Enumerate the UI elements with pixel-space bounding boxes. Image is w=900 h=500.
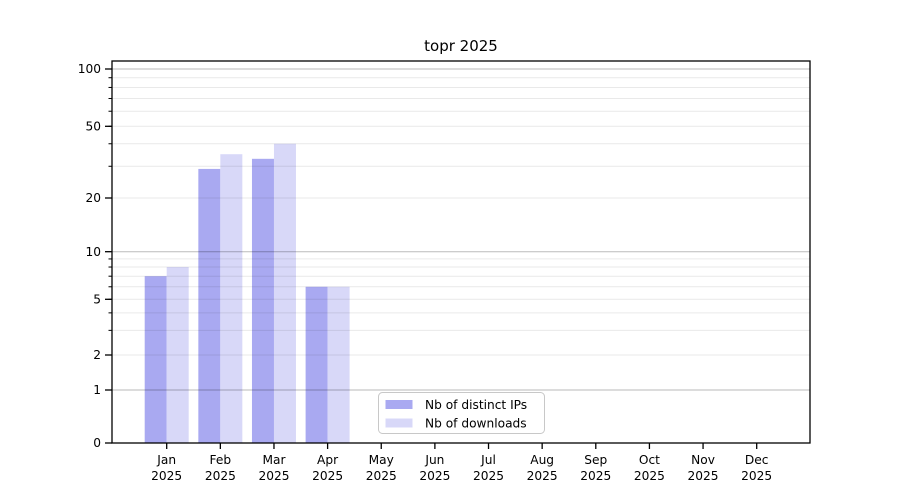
bar-jan-distinct-ips <box>144 276 167 443</box>
y-tick-label-10: 10 <box>85 245 101 259</box>
x-tick-label-year-feb: 2025 <box>205 469 236 483</box>
x-tick-label-year-aug: 2025 <box>527 469 558 483</box>
legend: Nb of distinct IPs Nb of downloads <box>378 392 545 434</box>
x-tick-label-month-apr: Apr <box>317 453 339 467</box>
x-tick-label-month-jul: Jul <box>480 453 496 467</box>
legend-box <box>378 392 545 434</box>
x-tick-label-month-may: May <box>369 453 394 467</box>
x-tick-label-month-jan: Jan <box>156 453 176 467</box>
chart-title: topr 2025 <box>424 37 498 55</box>
axes-group <box>105 60 811 449</box>
x-tick-label-month-aug: Aug <box>530 453 554 467</box>
bar-feb-downloads <box>220 154 243 444</box>
legend-swatch-distinct-ips <box>385 400 413 409</box>
x-tick-label-month-nov: Nov <box>691 453 715 467</box>
gridlines-group <box>112 68 810 391</box>
legend-swatch-downloads <box>385 418 413 428</box>
bar-mar-downloads <box>273 143 296 443</box>
x-tick-label-year-mar: 2025 <box>258 469 289 483</box>
x-tick-label-year-sep: 2025 <box>580 469 611 483</box>
x-tick-label-month-feb: Feb <box>210 453 232 467</box>
x-tick-label-year-dec: 2025 <box>741 469 772 483</box>
y-tick-label-5: 5 <box>93 293 101 307</box>
bar-feb-distinct-ips <box>198 168 221 443</box>
y-tick-label-2: 2 <box>93 348 101 362</box>
x-tick-label-year-jun: 2025 <box>419 469 450 483</box>
y-tick-label-100: 100 <box>78 62 101 76</box>
legend-label-distinct-ips: Nb of distinct IPs <box>425 398 527 412</box>
x-tick-label-year-apr: 2025 <box>312 469 343 483</box>
y-tick-label-20: 20 <box>85 191 101 205</box>
x-tick-label-year-nov: 2025 <box>688 469 719 483</box>
bars-group <box>144 143 350 444</box>
bar-jan-downloads <box>166 267 189 443</box>
y-tick-label-0: 0 <box>93 436 101 450</box>
x-tick-label-month-jun: Jun <box>424 453 444 467</box>
x-tick-label-year-jan: 2025 <box>151 469 182 483</box>
x-tick-label-year-jul: 2025 <box>473 469 504 483</box>
y-tick-label-50: 50 <box>85 120 101 134</box>
x-tick-label-month-sep: Sep <box>584 453 607 467</box>
bar-apr-distinct-ips <box>305 286 328 443</box>
legend-label-downloads: Nb of downloads <box>425 416 527 430</box>
bar-apr-downloads <box>327 286 350 443</box>
x-tick-label-year-may: 2025 <box>366 469 397 483</box>
x-tick-label-month-oct: Oct <box>639 453 660 467</box>
x-tick-label-month-dec: Dec <box>745 453 769 467</box>
x-tick-label-year-oct: 2025 <box>634 469 665 483</box>
tick-labels-group: 1005020105210Jan2025Feb2025Mar2025Apr202… <box>78 62 772 483</box>
x-tick-label-month-mar: Mar <box>262 453 286 467</box>
y-tick-label-1: 1 <box>93 383 101 397</box>
bar-mar-distinct-ips <box>251 158 274 443</box>
